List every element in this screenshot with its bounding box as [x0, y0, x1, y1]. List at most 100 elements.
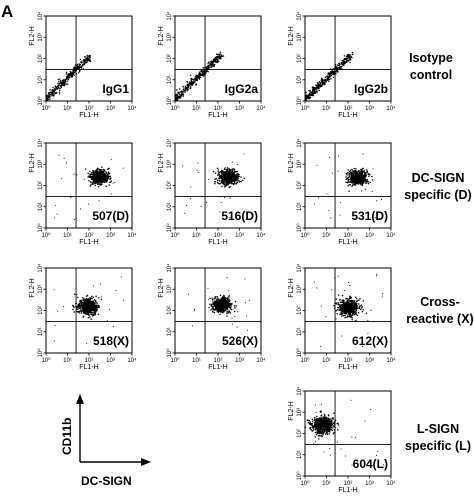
y-tick-label: 10⁴	[37, 263, 44, 273]
event-point	[347, 179, 350, 181]
y-tick-label: 10²	[167, 306, 173, 315]
event-point	[350, 303, 353, 305]
event-point	[110, 193, 112, 195]
event-point	[308, 94, 310, 96]
event-point	[350, 171, 352, 174]
event-point	[89, 54, 91, 57]
y-axis-label: FL2-H	[29, 278, 36, 297]
event-point	[100, 179, 103, 182]
event-point	[55, 86, 57, 89]
event-point	[98, 175, 100, 177]
event-point	[227, 170, 230, 172]
event-point	[73, 306, 75, 309]
clone-label: IgG2b	[354, 82, 388, 96]
event-point	[236, 179, 239, 181]
event-point	[209, 303, 211, 306]
event-point	[86, 307, 89, 310]
event-point	[316, 90, 318, 92]
event-point	[360, 180, 362, 183]
y-tick-label: 10²	[38, 306, 44, 315]
event-point	[351, 180, 354, 183]
event-point	[316, 287, 318, 289]
event-point	[206, 65, 209, 68]
event-point	[352, 53, 354, 55]
x-tick-label: 10⁰	[41, 357, 51, 364]
event-point	[338, 66, 340, 69]
x-tick-label: 10³	[365, 233, 374, 239]
y-tick-label: 10⁴	[296, 263, 303, 273]
event-point	[333, 423, 336, 426]
event-point	[342, 64, 344, 66]
event-point	[218, 182, 220, 185]
event-point	[217, 57, 219, 59]
event-point	[66, 80, 69, 82]
event-point	[86, 54, 88, 57]
y-tick-label: 10¹	[297, 202, 303, 211]
event-point	[64, 78, 66, 81]
event-point	[334, 277, 336, 279]
event-point	[378, 218, 380, 220]
event-point	[88, 300, 91, 303]
event-point	[335, 298, 338, 300]
event-point	[216, 295, 218, 298]
event-point	[109, 336, 111, 338]
event-point	[234, 315, 236, 317]
y-axis-label: FL2-H	[288, 153, 295, 172]
event-point	[349, 284, 351, 286]
x-tick-label: 10³	[365, 358, 374, 364]
event-point	[217, 169, 220, 171]
plot-frame	[45, 142, 133, 229]
y-tick-label: 10⁴	[296, 386, 303, 396]
event-point	[341, 62, 343, 64]
event-point	[365, 174, 367, 176]
event-point	[228, 168, 231, 170]
event-point	[333, 68, 336, 71]
event-point	[91, 295, 93, 297]
event-point	[77, 303, 79, 306]
event-point	[310, 94, 312, 97]
event-point	[341, 309, 344, 312]
event-point	[339, 304, 341, 307]
event-point	[343, 305, 345, 307]
event-point	[207, 62, 209, 65]
event-point	[327, 79, 329, 81]
event-point	[190, 82, 192, 84]
event-point	[228, 306, 230, 308]
event-point	[234, 307, 236, 309]
event-point	[347, 314, 349, 316]
event-point	[336, 313, 338, 315]
event-point	[232, 183, 235, 186]
event-point	[336, 69, 338, 72]
event-point	[109, 175, 112, 178]
event-point	[356, 300, 358, 303]
event-point	[210, 304, 212, 307]
event-point	[81, 303, 83, 305]
event-point	[220, 174, 222, 176]
event-point	[96, 307, 98, 310]
scatter-plot: 10⁰10⁰10¹10¹10²10²10³10³10⁴10⁴FL1-HFL2-H…	[288, 263, 396, 371]
event-point	[224, 173, 227, 175]
event-point	[214, 308, 217, 311]
event-point	[92, 313, 95, 316]
event-point	[109, 181, 111, 184]
event-point	[349, 310, 351, 312]
x-axis-label: FL1-H	[79, 239, 98, 246]
event-point	[82, 309, 85, 311]
y-tick-label: 10⁰	[296, 96, 303, 106]
x-tick-label: 10⁰	[300, 480, 310, 487]
event-point	[54, 324, 56, 327]
x-tick-label: 10³	[106, 106, 115, 112]
event-point	[354, 184, 357, 186]
x-tick-label: 10⁰	[170, 232, 180, 239]
y-tick-label: 10³	[297, 160, 303, 169]
event-point	[329, 418, 332, 420]
event-point	[182, 165, 184, 167]
event-point	[85, 308, 87, 310]
event-point	[79, 58, 82, 61]
event-point	[200, 73, 203, 76]
x-axis-label: FL1-H	[79, 112, 98, 119]
event-point	[104, 177, 107, 179]
event-point	[80, 66, 83, 68]
event-point	[210, 309, 212, 311]
